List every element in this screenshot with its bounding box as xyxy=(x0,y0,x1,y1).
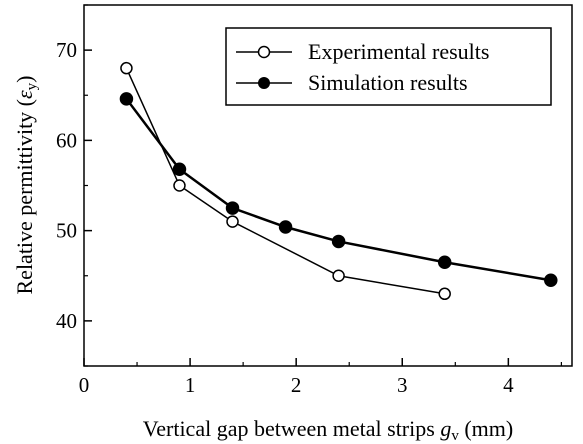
y-axis-label: Relative permittivity (εy) xyxy=(12,75,40,294)
x-tick-label: 3 xyxy=(397,373,408,397)
simulation-point xyxy=(437,255,452,269)
experimental-point xyxy=(332,269,345,282)
simulation-point xyxy=(278,220,293,234)
y-tick-label: 60 xyxy=(56,128,77,152)
simulation-point xyxy=(172,162,187,177)
x-tick-label: 4 xyxy=(503,373,514,397)
experimental-point xyxy=(173,179,186,192)
legend-marker-simulation xyxy=(258,77,270,89)
simulation-point xyxy=(225,201,240,215)
legend-marker-experimental xyxy=(257,45,271,59)
simulation-point xyxy=(544,273,558,288)
experimental-point xyxy=(226,215,239,228)
simulation-point xyxy=(119,92,134,106)
legend-label-simulation: Simulation results xyxy=(308,70,468,95)
series-markers xyxy=(119,61,558,301)
legend-label-experimental: Experimental results xyxy=(308,39,489,64)
y-axis-ticks: 40 50 60 70 xyxy=(56,4,92,367)
simulation-line xyxy=(125,98,551,282)
y-tick-label: 40 xyxy=(56,309,77,333)
y-tick-label: 50 xyxy=(56,219,77,243)
y-tick-label: 70 xyxy=(56,38,77,62)
x-tick-label: 1 xyxy=(185,373,196,397)
legend-box xyxy=(225,27,552,106)
x-axis-ticks: 0 1 2 3 4 xyxy=(79,358,562,397)
experimental-point xyxy=(438,287,451,301)
experimental-point xyxy=(120,61,133,75)
x-tick-label: 2 xyxy=(291,373,302,397)
simulation-point xyxy=(331,234,346,249)
x-axis-label: Vertical gap between metal strips gv (mm… xyxy=(143,416,513,444)
x-tick-label: 0 xyxy=(79,373,90,397)
legend: Experimental results Simulation results xyxy=(225,27,552,106)
